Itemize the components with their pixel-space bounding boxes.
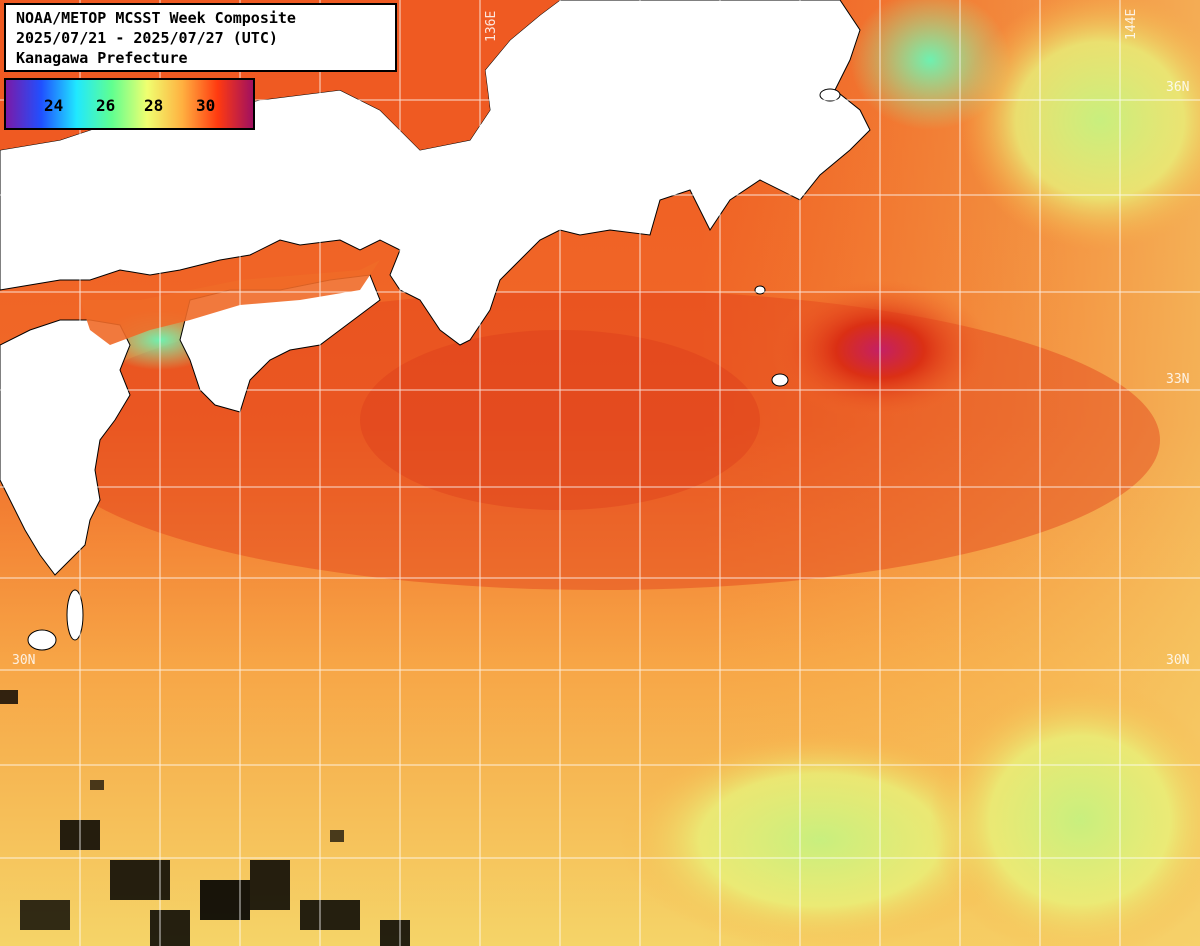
island-bay: [819, 88, 841, 102]
cyan-patch-bay: [850, 0, 1010, 130]
island-tanegashima: [66, 589, 84, 641]
scale-tick-24: 24: [44, 96, 64, 115]
scale-tick-26: 26: [96, 96, 116, 115]
cool-patch-southeast: [930, 680, 1200, 946]
title-product: NOAA/METOP MCSST Week Composite: [16, 9, 296, 27]
title-box: NOAA/METOP MCSST Week Composite 2025/07/…: [4, 3, 397, 72]
lat-label-30n-left: 30N: [12, 653, 36, 668]
lon-label-136e: 136E: [484, 10, 499, 42]
lat-label-33-left: 33: [12, 372, 28, 387]
lat-label-36n: 36N: [1166, 80, 1190, 95]
lon-label-144e: 144E: [1124, 8, 1139, 40]
island-izu-1: [771, 373, 789, 387]
title-region: Kanagawa Prefecture: [16, 49, 188, 67]
cool-patch-northeast: [960, 0, 1200, 250]
inland-sea: [80, 260, 380, 345]
island-yakushima: [27, 629, 57, 651]
lat-label-33n: 33N: [1166, 372, 1190, 387]
scale-tick-28: 28: [144, 96, 164, 115]
lat-label-30n: 30N: [1166, 653, 1190, 668]
scale-tick-30: 30: [196, 96, 216, 115]
title-date-range: 2025/07/21 - 2025/07/27 (UTC): [16, 29, 278, 47]
color-scale: 24 26 28 30: [4, 78, 255, 130]
island-izu-2: [754, 285, 766, 295]
